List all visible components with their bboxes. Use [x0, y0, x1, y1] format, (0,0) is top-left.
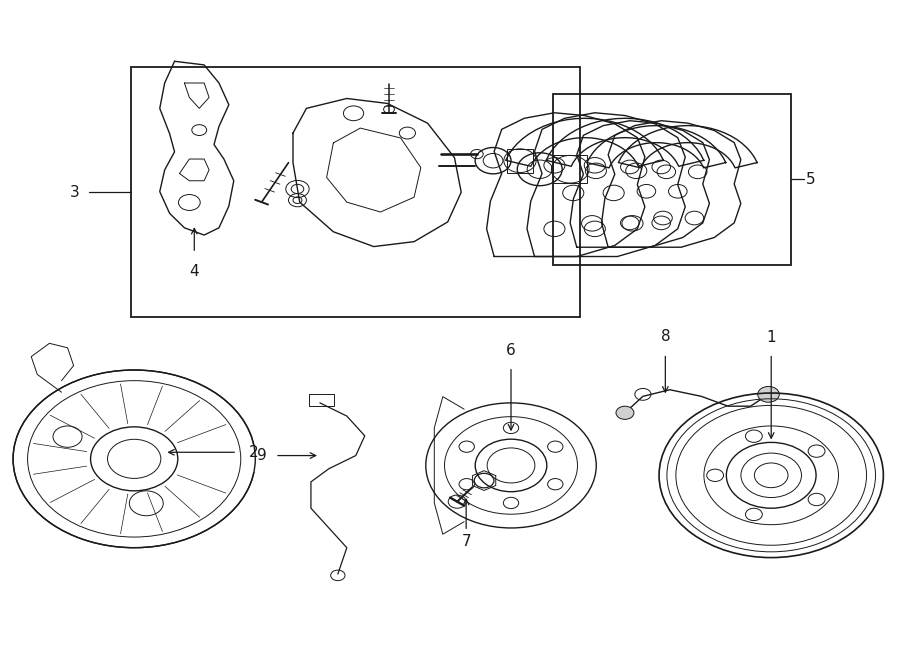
Text: 8: 8 — [661, 329, 670, 344]
Text: 2: 2 — [249, 445, 259, 460]
Bar — [309, 395, 334, 407]
Text: 5: 5 — [806, 172, 815, 186]
Circle shape — [616, 407, 634, 419]
Circle shape — [758, 387, 779, 403]
Bar — [554, 94, 791, 264]
Bar — [507, 149, 534, 173]
Text: 6: 6 — [506, 343, 516, 358]
Text: 3: 3 — [70, 185, 80, 200]
Bar — [131, 67, 580, 317]
Text: 1: 1 — [767, 330, 776, 345]
Text: 4: 4 — [190, 264, 199, 279]
Bar — [554, 155, 588, 183]
Text: 9: 9 — [256, 448, 266, 463]
Text: 7: 7 — [462, 533, 471, 549]
